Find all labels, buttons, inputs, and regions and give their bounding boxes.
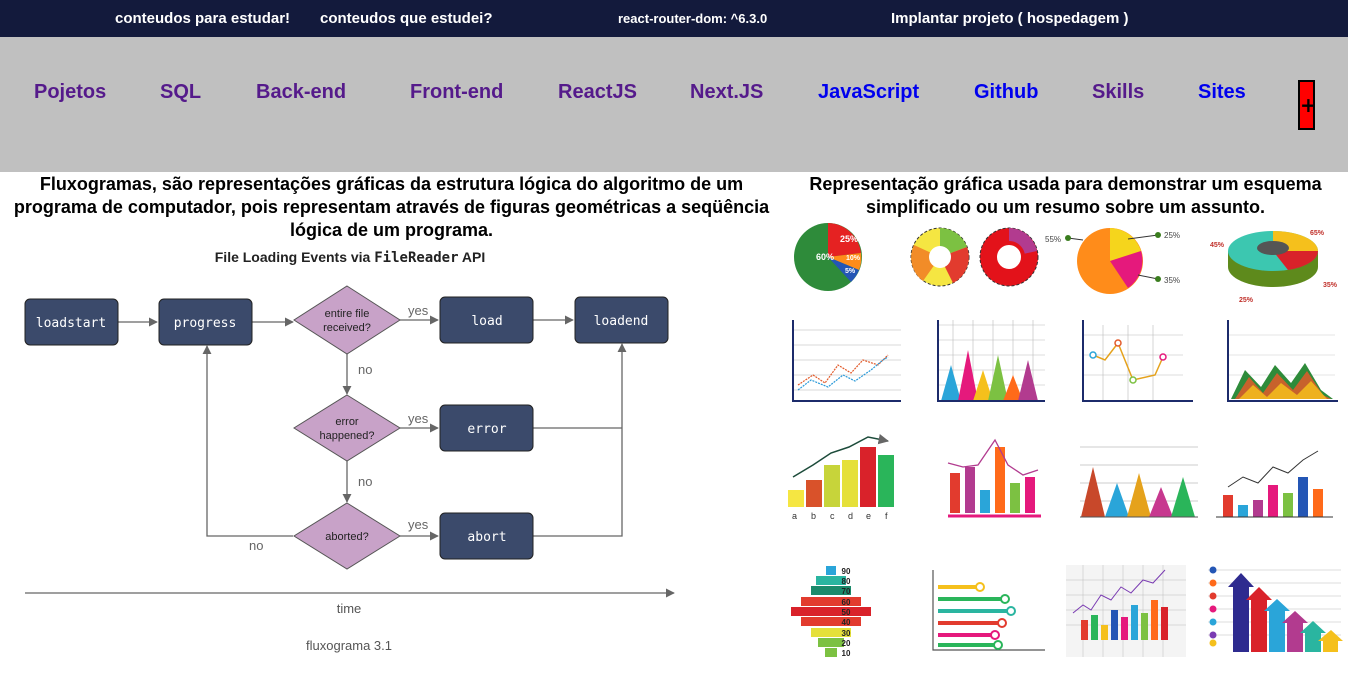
svg-text:load: load xyxy=(471,314,502,329)
edge-label-no: no xyxy=(249,538,263,553)
svg-text:25%: 25% xyxy=(840,234,858,244)
charts-caption: Representação gráfica usada para demonst… xyxy=(809,174,1322,217)
svg-text:40: 40 xyxy=(842,618,851,627)
arrow-bar-chart-icon xyxy=(1208,566,1343,652)
svg-text:35%: 35% xyxy=(1323,282,1338,289)
svg-text:80: 80 xyxy=(842,577,851,586)
svg-text:c: c xyxy=(830,511,835,521)
svg-text:abort: abort xyxy=(467,530,506,545)
flowchart-title: File Loading Events via FileReader API xyxy=(215,249,486,266)
pie-chart-labeled-icon: 55% 25% 35% xyxy=(1045,228,1180,294)
edge-label-no: no xyxy=(358,362,372,377)
svg-text:35%: 35% xyxy=(1164,276,1180,285)
top-link-conteudos-estudei[interactable]: conteudos que estudei? xyxy=(320,10,493,27)
dot-line-chart-icon xyxy=(1082,320,1193,402)
edge-label-yes: yes xyxy=(408,517,429,532)
svg-text:5%: 5% xyxy=(845,268,856,275)
svg-text:happened?: happened? xyxy=(319,430,374,442)
nav-link-sql[interactable]: SQL xyxy=(160,81,202,103)
donut-chart-icon xyxy=(910,227,1039,287)
time-axis-label: time xyxy=(337,601,362,616)
donut-3d-chart-icon: 45% 65% 25% 35% xyxy=(1210,230,1338,304)
svg-text:60%: 60% xyxy=(816,252,834,262)
nav-link-github[interactable]: Github xyxy=(974,81,1039,103)
svg-text:50: 50 xyxy=(842,608,851,617)
nav-link-skills[interactable]: Skills xyxy=(1092,81,1145,103)
edge-label-no: no xyxy=(358,474,372,489)
svg-text:loadend: loadend xyxy=(594,314,649,329)
nav-link-reactjs[interactable]: ReactJS xyxy=(558,81,637,103)
chart-icons-image: 60% 25% 10% 5% 55% 25% 35% 45% 65% 25% 3… xyxy=(788,223,1343,658)
decision-error-happened: error happened? xyxy=(293,394,401,462)
top-link-implantar-projeto[interactable]: Implantar projeto ( hospedagem ) xyxy=(891,10,1129,27)
svg-text:error: error xyxy=(335,416,359,428)
nav-link-javascript[interactable]: JavaScript xyxy=(818,81,920,103)
nav-link-projetos[interactable]: Pojetos xyxy=(34,81,107,103)
pie-chart-icon: 60% 25% 10% 5% xyxy=(794,223,862,291)
svg-text:d: d xyxy=(848,511,853,521)
svg-text:25%: 25% xyxy=(1239,297,1254,304)
edge-label-yes: yes xyxy=(408,303,429,318)
node-progress: progress xyxy=(158,298,253,346)
svg-text:70: 70 xyxy=(842,587,851,596)
area-bar-chart-icon xyxy=(937,320,1045,402)
nav-link-nextjs[interactable]: Next.JS xyxy=(690,81,764,103)
horizontal-bar-chart-icon xyxy=(932,570,1045,651)
grid-bar-chart-icon xyxy=(1066,565,1186,657)
growth-bar-chart-icon: a b c d e f xyxy=(788,433,894,521)
svg-text:65%: 65% xyxy=(1310,230,1325,237)
pyramid-bar-chart-icon: 90 80 70 60 50 40 30 20 10 xyxy=(791,566,871,658)
node-loadend: loadend xyxy=(574,296,669,344)
flowchart-caption: Fluxogramas, são representações gráficas… xyxy=(13,174,770,240)
svg-text:loadstart: loadstart xyxy=(36,316,106,331)
node-error: error xyxy=(439,404,534,452)
svg-text:45%: 45% xyxy=(1210,242,1225,249)
node-abort: abort xyxy=(439,512,534,560)
flowchart-image: File Loading Events via FileReader API l… xyxy=(24,249,675,653)
figure-caption: fluxograma 3.1 xyxy=(306,638,392,653)
svg-text:10%: 10% xyxy=(846,255,861,262)
edge-label-yes: yes xyxy=(408,411,429,426)
svg-text:progress: progress xyxy=(174,316,237,331)
svg-text:90: 90 xyxy=(842,567,851,576)
svg-text:20: 20 xyxy=(842,639,851,648)
svg-text:55%: 55% xyxy=(1045,235,1061,244)
bar-line-chart-icon xyxy=(947,438,1041,518)
svg-text:f: f xyxy=(885,511,888,521)
svg-text:e: e xyxy=(866,511,871,521)
trend-bar-chart-icon xyxy=(1216,450,1333,518)
top-link-react-router[interactable]: react-router-dom: ^6.3.0 xyxy=(618,11,768,26)
node-loadstart: loadstart xyxy=(24,298,119,346)
line-chart-icon xyxy=(792,320,901,402)
svg-text:25%: 25% xyxy=(1164,231,1180,240)
svg-text:b: b xyxy=(811,511,816,521)
svg-text:a: a xyxy=(792,511,797,521)
svg-text:error: error xyxy=(467,422,506,437)
node-load: load xyxy=(439,296,534,344)
menu-toggle-button[interactable]: + xyxy=(1298,80,1317,130)
svg-text:10: 10 xyxy=(842,649,851,658)
svg-text:received?: received? xyxy=(323,322,371,334)
svg-text:aborted?: aborted? xyxy=(325,531,368,543)
decision-entire-file: entire file received? xyxy=(293,285,401,355)
decision-aborted: aborted? xyxy=(293,502,401,570)
top-bar: conteudos para estudar! conteudos que es… xyxy=(0,0,1348,37)
main-nav: Pojetos SQL Back-end Front-end ReactJS N… xyxy=(0,37,1348,172)
svg-text:30: 30 xyxy=(842,629,851,638)
nav-link-front-end[interactable]: Front-end xyxy=(410,81,504,103)
svg-text:entire file: entire file xyxy=(325,308,370,320)
cone-chart-icon xyxy=(1080,446,1198,518)
svg-text:60: 60 xyxy=(842,598,851,607)
mountain-area-chart-icon xyxy=(1227,320,1338,402)
nav-link-back-end[interactable]: Back-end xyxy=(256,81,347,103)
top-link-conteudos-estudar[interactable]: conteudos para estudar! xyxy=(115,10,291,27)
nav-link-sites[interactable]: Sites xyxy=(1198,81,1246,103)
